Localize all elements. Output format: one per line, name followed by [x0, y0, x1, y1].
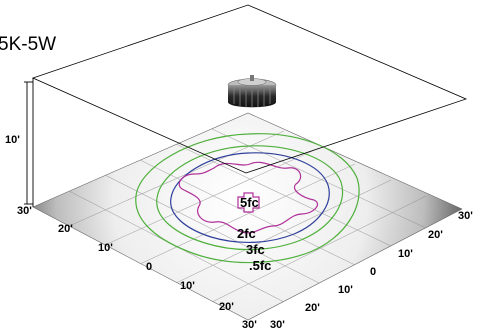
contour-center-5fc: [237, 192, 260, 213]
ceiling-plane: [31, 4, 468, 174]
right-axis-label: 0: [370, 266, 376, 278]
floor-grid: [68, 128, 427, 303]
floor-plane: [32, 112, 463, 321]
right-axis-label: 10': [338, 284, 353, 296]
isofootcandle-contours: [135, 133, 360, 264]
contour-label-half-fc: .5fc: [249, 258, 271, 273]
contour-3fc: [156, 145, 343, 251]
right-axis-label: 20': [305, 302, 320, 314]
contour-label-3fc: 3fc: [246, 242, 265, 257]
contour-half-fc: [135, 133, 360, 264]
left-axis-label: 0: [146, 261, 152, 273]
height-label: 10': [5, 134, 20, 146]
contour-labels: 5fc 2fc 3fc .5fc: [237, 195, 271, 273]
right-axis-labels: 30' 20' 10' 0 10' 20' 30': [270, 210, 473, 331]
contour-label-2fc: 2fc: [237, 226, 256, 241]
contour-label-5fc: 5fc: [240, 195, 259, 210]
right-axis-label: 20': [428, 229, 443, 241]
left-axis-label: 10': [180, 280, 195, 292]
contour-5fc: [178, 161, 319, 234]
left-axis-label: 20': [58, 223, 73, 235]
light-fixture-icon: [227, 75, 277, 108]
right-axis-label: 10': [398, 248, 413, 260]
contour-2fc: [170, 152, 330, 244]
left-axis-label: 30': [17, 205, 32, 217]
right-axis-label: 30': [270, 319, 285, 331]
product-name: 5K-5W: [0, 34, 56, 55]
left-axis-label: 20': [219, 301, 234, 313]
height-dimension: [24, 78, 34, 207]
left-axis-label: 30': [242, 319, 257, 331]
left-axis-label: 10': [98, 242, 113, 254]
right-axis-label: 30': [458, 210, 473, 222]
left-axis-labels: 30' 20' 10' 0 10' 20' 30': [17, 205, 257, 331]
